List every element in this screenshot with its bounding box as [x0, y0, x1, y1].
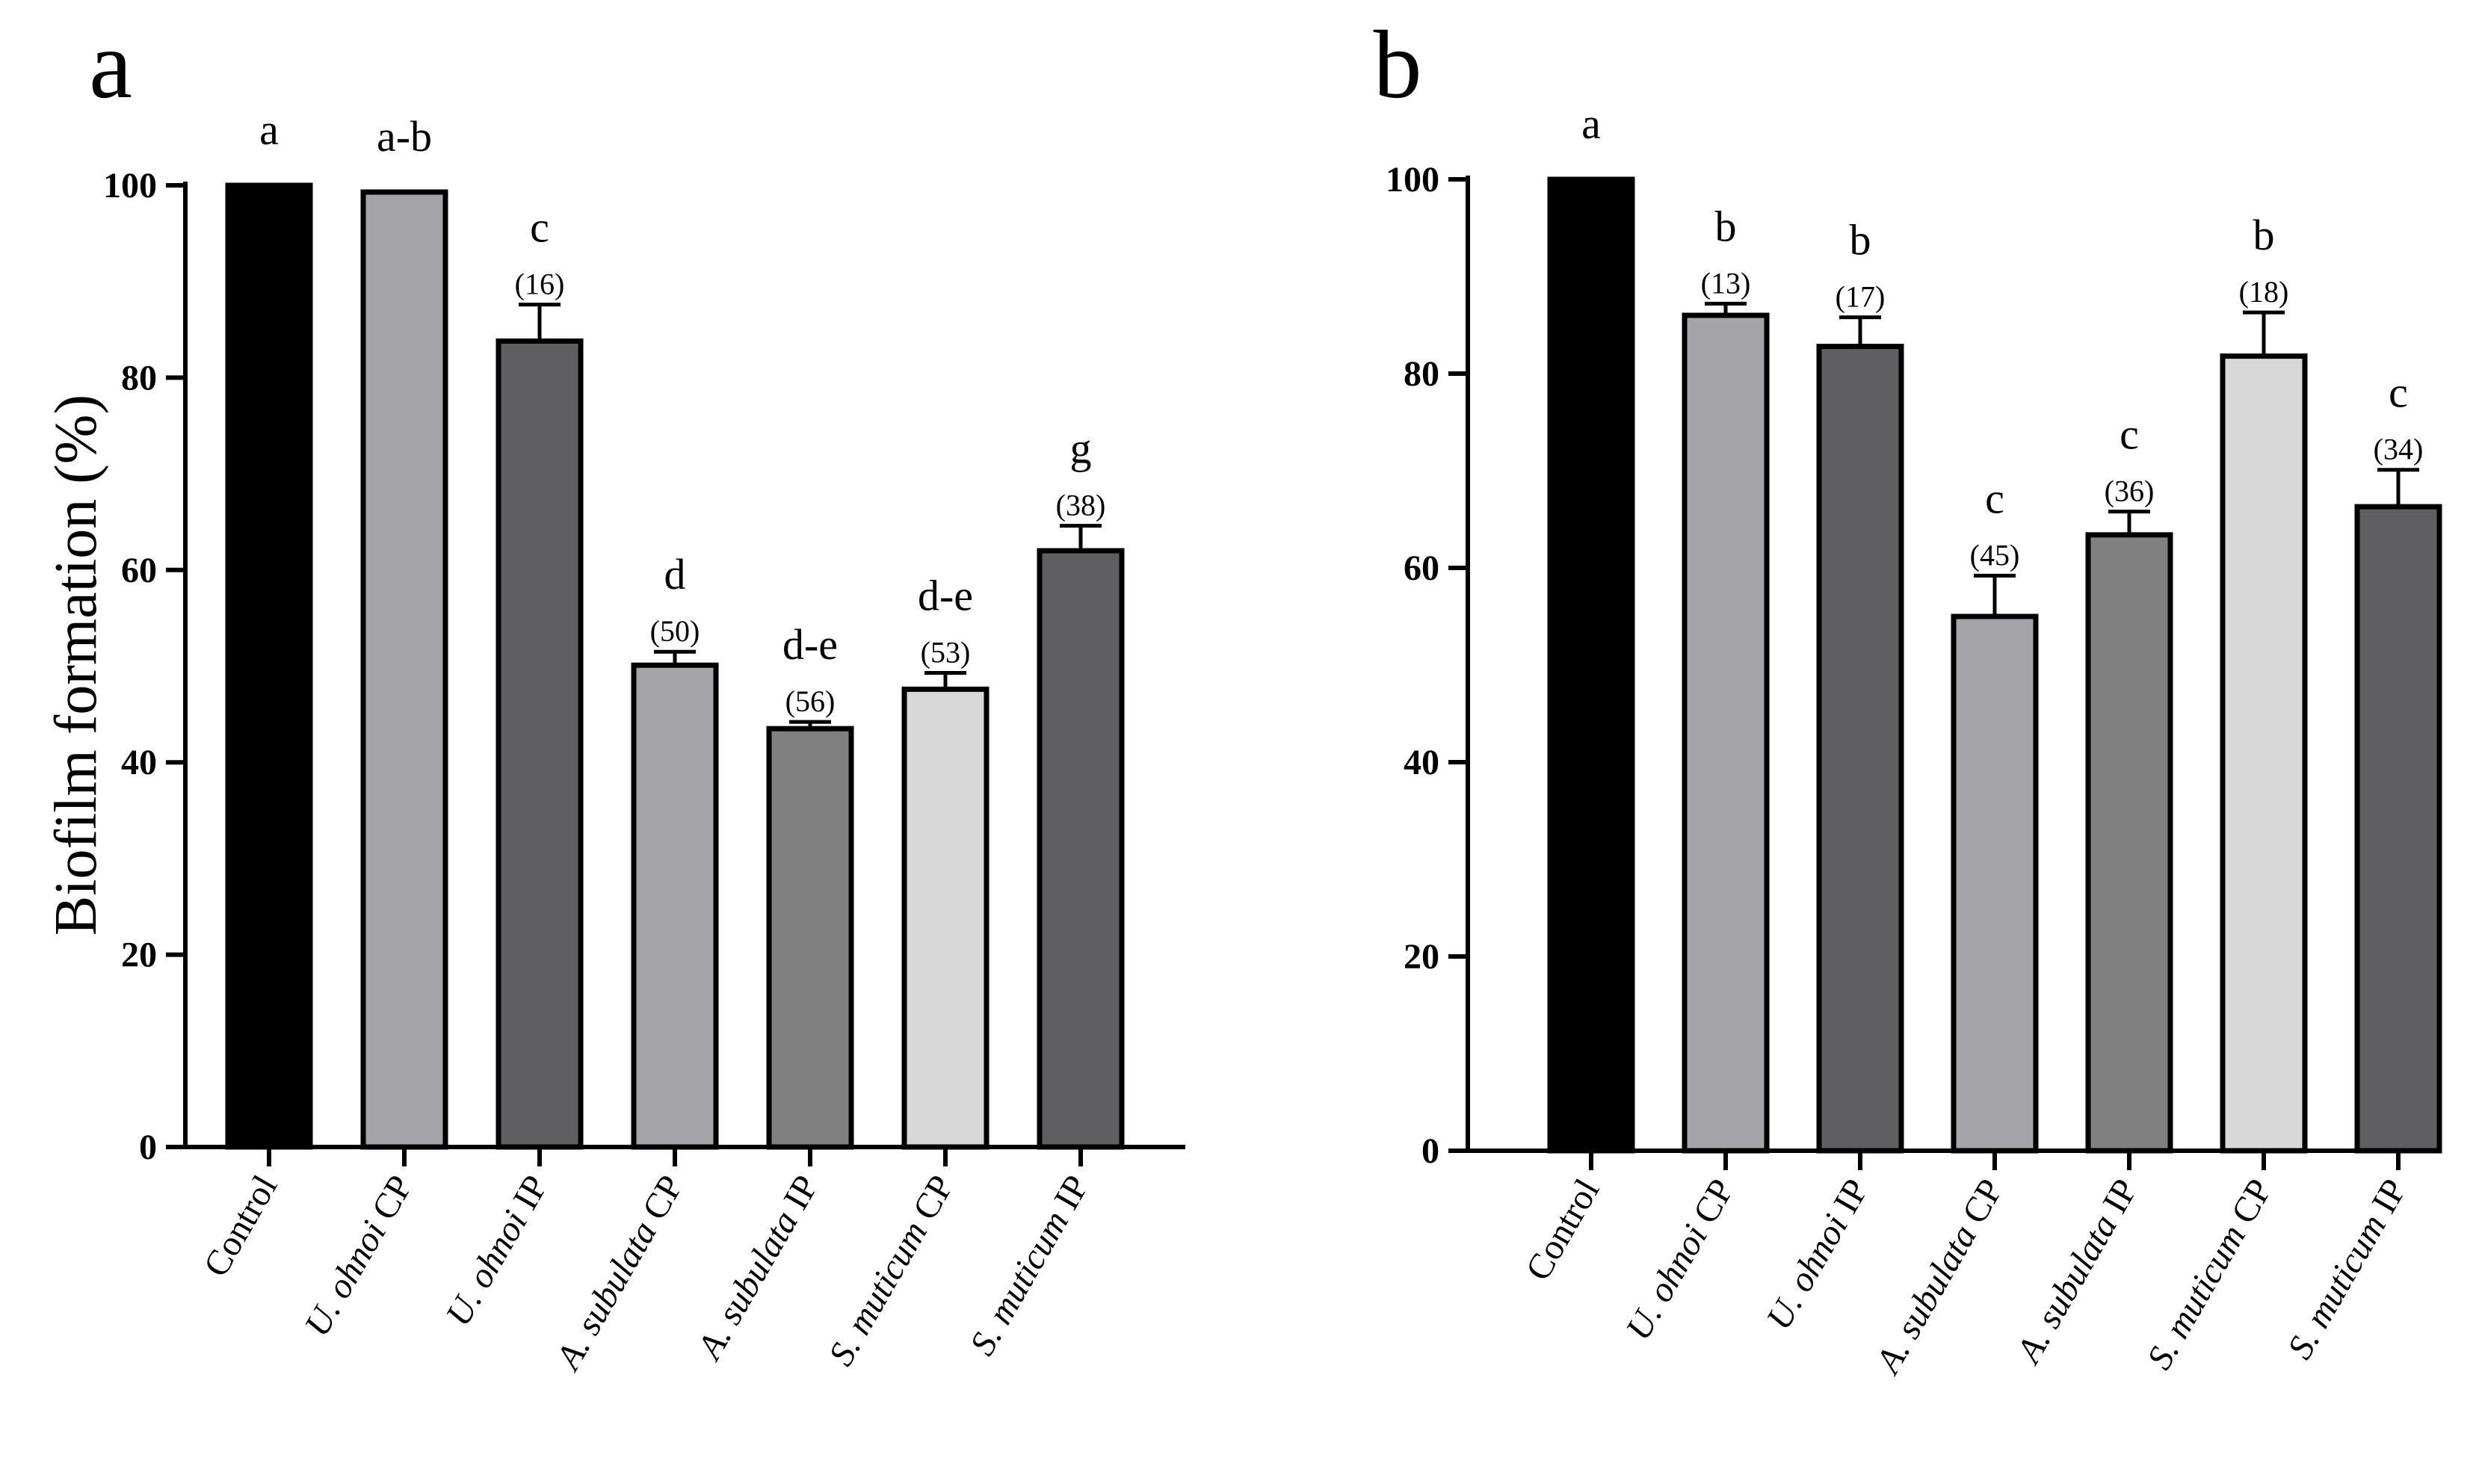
x-category-label: A. subulata IP	[688, 1169, 826, 1367]
panel-b-label: b	[1374, 11, 1422, 119]
x-category-label: U. ohnoi CP	[297, 1169, 420, 1343]
x-category-label: U. ohnoi IP	[1759, 1172, 1876, 1336]
x-category-italic: A. subulata	[547, 1214, 664, 1377]
percent-reduction-label: (34)	[2374, 433, 2424, 466]
percent-reduction-label: (56)	[785, 684, 836, 718]
x-category-italic: U. ohnoi	[297, 1214, 394, 1343]
x-category-italic: S. muticum	[963, 1204, 1077, 1361]
significance-letter: a	[1581, 99, 1601, 148]
significance-letter: b	[2253, 211, 2275, 259]
bar	[225, 182, 313, 1150]
panel-a-chart: a Biofilm formation (%) 0 20 40 60 80 100 Contro…	[43, 11, 1185, 1378]
bar	[1037, 548, 1125, 1150]
x-category-label: U. ohnoi IP	[438, 1169, 555, 1332]
percent-reduction-label: (13)	[1701, 266, 1751, 300]
bar	[2220, 353, 2308, 1154]
bar	[2354, 504, 2442, 1154]
x-category-italic: U. ohnoi	[438, 1204, 535, 1332]
significance-letter: c	[2389, 368, 2408, 417]
x-category-italic: U. ohnoi	[1759, 1208, 1856, 1336]
x-category-label: A. subulata CP	[547, 1169, 691, 1378]
significance-letter: b	[1715, 202, 1737, 250]
x-category-label: Control	[1518, 1172, 1607, 1287]
y-tick-label: 0	[1421, 1131, 1439, 1171]
percent-reduction-label: (50)	[650, 614, 700, 648]
significance-letter: d-e	[918, 572, 973, 620]
bar	[766, 726, 854, 1150]
percent-reduction-label: (18)	[2239, 275, 2289, 309]
bar	[2085, 532, 2173, 1154]
x-category-italic: A. subulata	[1867, 1218, 1984, 1381]
x-category-italic: U. ohnoi	[1618, 1218, 1715, 1347]
bar	[1682, 312, 1770, 1154]
panel-a-label: a	[89, 11, 132, 119]
significance-letter: c	[2120, 410, 2139, 459]
bar	[631, 662, 719, 1150]
y-tick-label: 40	[1404, 743, 1439, 782]
bar	[496, 338, 584, 1150]
x-category-label: Control	[196, 1169, 285, 1284]
bar	[901, 686, 990, 1150]
y-tick-label: 60	[1404, 548, 1439, 588]
x-category-italic: S. muticum	[2140, 1218, 2254, 1376]
x-category-italic: A. subulata	[688, 1204, 806, 1367]
x-category-label: S. muticum CP	[821, 1169, 962, 1372]
percent-reduction-label: (53)	[921, 636, 971, 670]
significance-letter: c	[1985, 474, 2004, 522]
x-category-suffix: Control	[196, 1169, 285, 1284]
y-tick-label: 20	[1404, 937, 1439, 977]
x-category-label: A. subulata IP	[2007, 1172, 2145, 1371]
y-tick-label: 100	[1386, 160, 1439, 200]
x-category-label: S. muticum IP	[963, 1169, 1097, 1362]
x-category-suffix: Control	[1518, 1172, 1607, 1287]
bar	[360, 189, 448, 1150]
x-category-label: S. muticum IP	[2280, 1172, 2415, 1366]
x-category-italic: A. subulata	[2007, 1208, 2125, 1370]
x-category-label: U. ohnoi CP	[1618, 1172, 1741, 1347]
y-tick-label: 80	[1404, 354, 1439, 394]
percent-reduction-label: (45)	[1970, 538, 2020, 572]
significance-letter: d-e	[782, 620, 838, 669]
y-tick-label: 100	[103, 166, 157, 205]
percent-reduction-label: (16)	[515, 268, 565, 301]
y-tick-label: 20	[121, 936, 157, 975]
percent-reduction-label: (17)	[1836, 280, 1886, 314]
significance-letter: d	[664, 550, 686, 599]
y-tick-label: 60	[121, 551, 157, 590]
bar	[1816, 344, 1904, 1154]
percent-reduction-label: (38)	[1056, 489, 1106, 522]
significance-letter: a-b	[377, 112, 432, 161]
y-tick-label: 80	[121, 358, 157, 398]
significance-letter: c	[530, 203, 549, 252]
bar	[1547, 176, 1635, 1154]
panel-b-chart: b 0 20 40 60 80 100 Control a U. ohnoi CP (13) b U. …	[1374, 11, 2442, 1382]
y-tick-label: 40	[121, 743, 157, 782]
significance-letter: b	[1850, 216, 1871, 265]
bar	[1951, 613, 2039, 1154]
x-category-label: A. subulata CP	[1867, 1172, 2010, 1382]
x-category-italic: S. muticum	[821, 1214, 936, 1372]
x-category-italic: S. muticum	[2280, 1208, 2395, 1365]
percent-reduction-label: (36)	[2105, 474, 2155, 508]
significance-letter: a	[259, 105, 279, 154]
significance-letter: g	[1070, 424, 1092, 473]
y-axis-label: Biofilm formation (%)	[43, 395, 109, 936]
y-tick-label: 0	[139, 1128, 157, 1167]
x-category-label: S. muticum CP	[2140, 1172, 2280, 1376]
